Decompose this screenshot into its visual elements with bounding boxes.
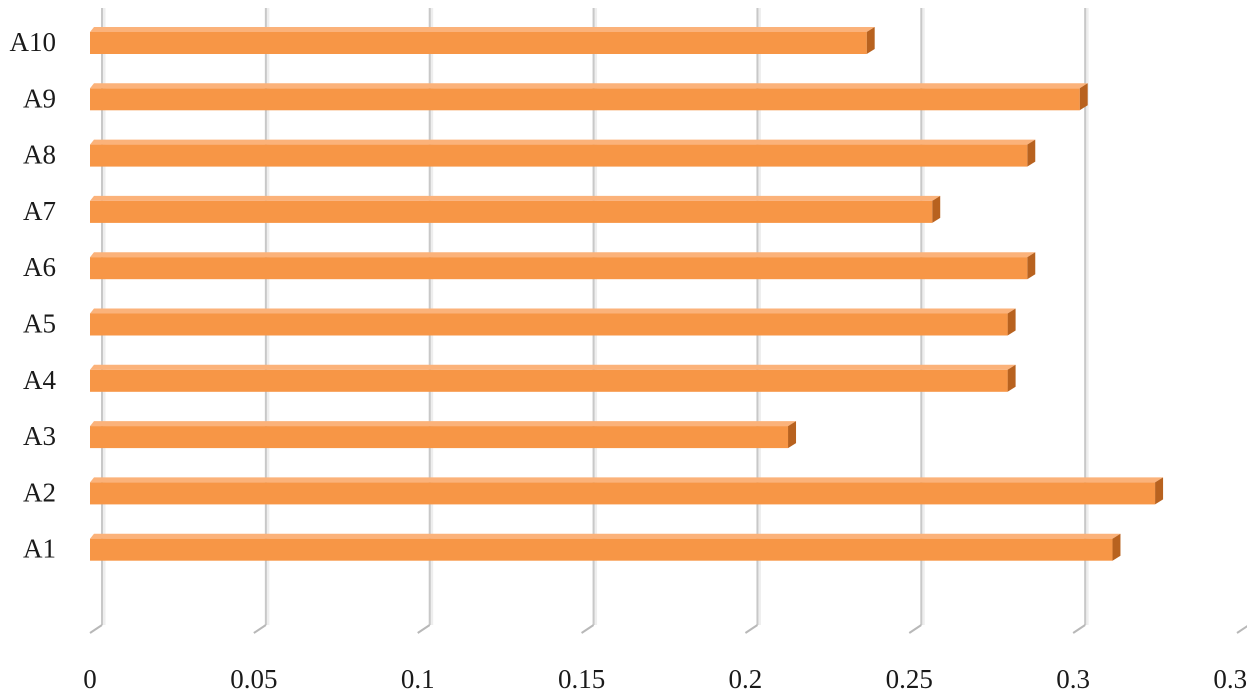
bar-a5 [90, 308, 1016, 336]
x-tick-label: 0.35 [1213, 664, 1247, 692]
bar-top-face [90, 477, 1164, 483]
gridline-foot [89, 624, 103, 634]
category-label: A1 [23, 534, 56, 564]
category-label: A6 [23, 252, 56, 282]
bar-a7 [90, 195, 941, 223]
bar-front-face [90, 426, 789, 449]
bar-a10 [90, 27, 875, 54]
bar-front-face [90, 257, 1028, 280]
bar-top-face [90, 308, 1016, 314]
bar-top-face [90, 195, 941, 201]
category-axis: A1 A2 A3 A4 A5 A6 A7 A8 A9 A10 [10, 27, 57, 564]
gridline-foot [744, 624, 758, 634]
gridline-foot [253, 624, 267, 634]
x-tick-label: 0.1 [401, 664, 435, 692]
bar-front-face [90, 32, 867, 54]
gridline-foot [1236, 625, 1247, 634]
category-label: A4 [23, 365, 56, 395]
bar-top-face [90, 139, 1036, 145]
bar-a9 [90, 83, 1088, 111]
gridline-foot [1072, 624, 1086, 634]
bar-side-face [788, 421, 797, 449]
bar-front-face [90, 88, 1080, 111]
gridline-foot [417, 624, 431, 634]
bar-a4 [90, 364, 1016, 392]
bars [90, 27, 1164, 561]
bar-front-face [90, 538, 1113, 561]
x-tick-label: 0 [83, 664, 97, 692]
bar-front-face [90, 144, 1028, 167]
x-tick-label: 0.3 [1056, 664, 1090, 692]
bar-side-face [1155, 477, 1164, 505]
bar-a6 [90, 252, 1036, 280]
bar-top-face [90, 252, 1036, 258]
category-label: A9 [23, 83, 56, 113]
bar-a2 [90, 477, 1164, 505]
category-label: A5 [23, 309, 56, 339]
bar-side-face [1112, 533, 1121, 561]
x-tick-label: 0.05 [230, 664, 277, 692]
bar-side-face [866, 27, 875, 54]
x-tick-label: 0.2 [729, 664, 763, 692]
value-axis: 0 0.05 0.1 0.15 0.2 0.25 0.3 0.35 [83, 664, 1247, 692]
bar-side-face [932, 195, 941, 223]
bar-top-face [90, 364, 1016, 370]
bar-a1 [90, 533, 1121, 561]
category-label: A2 [23, 477, 56, 507]
bar-top-face [90, 27, 875, 32]
bar-side-face [1007, 308, 1016, 336]
bar-front-face [90, 369, 1008, 392]
bar-a8 [90, 139, 1036, 167]
bar-top-face [90, 421, 797, 427]
bar-front-face [90, 482, 1156, 505]
gridline-foot [581, 624, 595, 634]
gridline-foot [908, 624, 922, 634]
x-tick-label: 0.15 [558, 664, 605, 692]
bar-front-face [90, 313, 1008, 336]
x-tick-label: 0.25 [886, 664, 933, 692]
bar-side-face [1007, 364, 1016, 392]
bar-a3 [90, 421, 797, 449]
bar-top-face [90, 533, 1121, 539]
category-label: A7 [23, 196, 56, 226]
bar-front-face [90, 200, 933, 223]
category-label: A3 [23, 421, 56, 451]
bar-side-face [1027, 139, 1036, 167]
category-label: A8 [23, 140, 56, 170]
bar-side-face [1079, 83, 1088, 111]
bar-side-face [1027, 252, 1036, 280]
category-label: A10 [10, 27, 57, 57]
bar-top-face [90, 83, 1088, 89]
